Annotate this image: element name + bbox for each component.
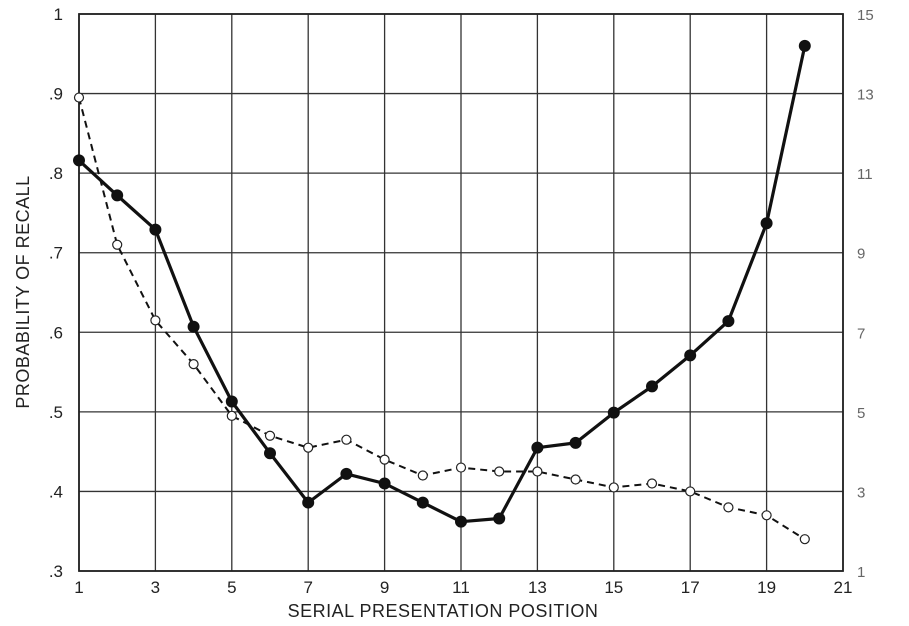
y-tick-label: .6 xyxy=(49,323,63,342)
y-tick-label: .4 xyxy=(49,482,63,501)
filled-circle-point xyxy=(493,512,506,525)
tick-labels: 1 3 5 7 9 11 13 15 17 19 21.3.4.5.6.7.8.9113579111… xyxy=(49,5,874,597)
series-solid-line xyxy=(77,45,807,524)
open-circle-point xyxy=(226,410,237,421)
filled-circle-point xyxy=(798,39,811,52)
x-tick-label: 15 xyxy=(604,578,623,597)
x-tick-label: 21 xyxy=(834,578,853,597)
open-circle-point xyxy=(723,502,734,513)
x-tick-label: 3 xyxy=(151,578,160,597)
open-circle-point xyxy=(341,434,352,445)
open-circle-point xyxy=(303,442,314,453)
open-circle-point xyxy=(761,510,772,521)
filled-circle-point xyxy=(416,496,429,509)
open-circle-point xyxy=(150,315,161,326)
filled-circle-point xyxy=(111,189,124,202)
open-circle-point xyxy=(417,470,428,481)
filled-circle-point xyxy=(455,515,467,528)
open-circle-point xyxy=(799,534,810,545)
filled-circle-point xyxy=(73,154,85,167)
y-tick-label: .7 xyxy=(49,244,63,263)
y2-tick-label: 5 xyxy=(857,405,865,422)
open-circle-point xyxy=(455,462,467,473)
x-tick-label: 7 xyxy=(303,578,312,597)
open-circle-point xyxy=(112,239,123,250)
x-tick-label: 11 xyxy=(452,578,470,597)
filled-circle-point xyxy=(340,467,353,480)
filled-circle-point xyxy=(225,395,238,408)
y-tick-label: 1 xyxy=(54,5,63,24)
open-circle-point xyxy=(494,466,505,477)
grid-lines xyxy=(78,13,844,572)
filled-circle-point xyxy=(607,406,620,419)
open-circle-point xyxy=(532,466,543,477)
y2-tick-label: 9 xyxy=(857,246,865,263)
x-tick-label: 5 xyxy=(227,578,236,597)
filled-circle-point xyxy=(760,217,773,230)
x-axis-label: SERIAL PRESENTATION POSITION xyxy=(288,601,599,621)
y2-tick-label: 3 xyxy=(857,484,865,501)
filled-circle-point xyxy=(646,380,658,393)
y-tick-label: .9 xyxy=(49,85,63,104)
filled-circle-point xyxy=(531,441,544,454)
y-tick-label: .8 xyxy=(49,164,63,183)
filled-circle-point xyxy=(302,496,315,509)
filled-circle-point xyxy=(684,349,697,362)
open-circle-point xyxy=(379,454,390,465)
y2-tick-label: 11 xyxy=(857,166,873,183)
x-tick-label: 1 xyxy=(74,578,83,597)
filled-circle-point xyxy=(149,223,162,236)
y2-tick-label: 1 xyxy=(857,564,865,581)
y-tick-label: .5 xyxy=(49,403,63,422)
open-circle-point xyxy=(685,486,696,497)
open-circle-point xyxy=(646,478,658,489)
filled-circle-point xyxy=(187,320,200,333)
open-circle-point xyxy=(188,359,199,370)
x-tick-label: 13 xyxy=(528,578,547,597)
x-tick-label: 19 xyxy=(757,578,776,597)
x-tick-label: 17 xyxy=(681,578,700,597)
plot-frame xyxy=(78,13,844,572)
y-tick-label: .3 xyxy=(49,562,63,581)
y2-tick-label: 13 xyxy=(857,87,874,104)
open-circle-point xyxy=(73,92,85,103)
open-circle-point xyxy=(570,474,581,485)
y2-tick-label: 7 xyxy=(857,325,865,342)
filled-circle-point xyxy=(264,447,276,460)
filled-circle-point xyxy=(569,436,582,449)
series-dashed-line xyxy=(78,97,806,541)
y-axis-label: PROBABILITY OF RECALL xyxy=(13,175,33,408)
y2-tick-label: 15 xyxy=(857,7,874,24)
open-circle-point xyxy=(264,430,276,441)
x-tick-label: 9 xyxy=(380,578,389,597)
open-circle-point xyxy=(608,482,619,493)
filled-circle-point xyxy=(722,315,735,328)
filled-circle-point xyxy=(378,477,391,490)
series-layer xyxy=(73,39,811,545)
